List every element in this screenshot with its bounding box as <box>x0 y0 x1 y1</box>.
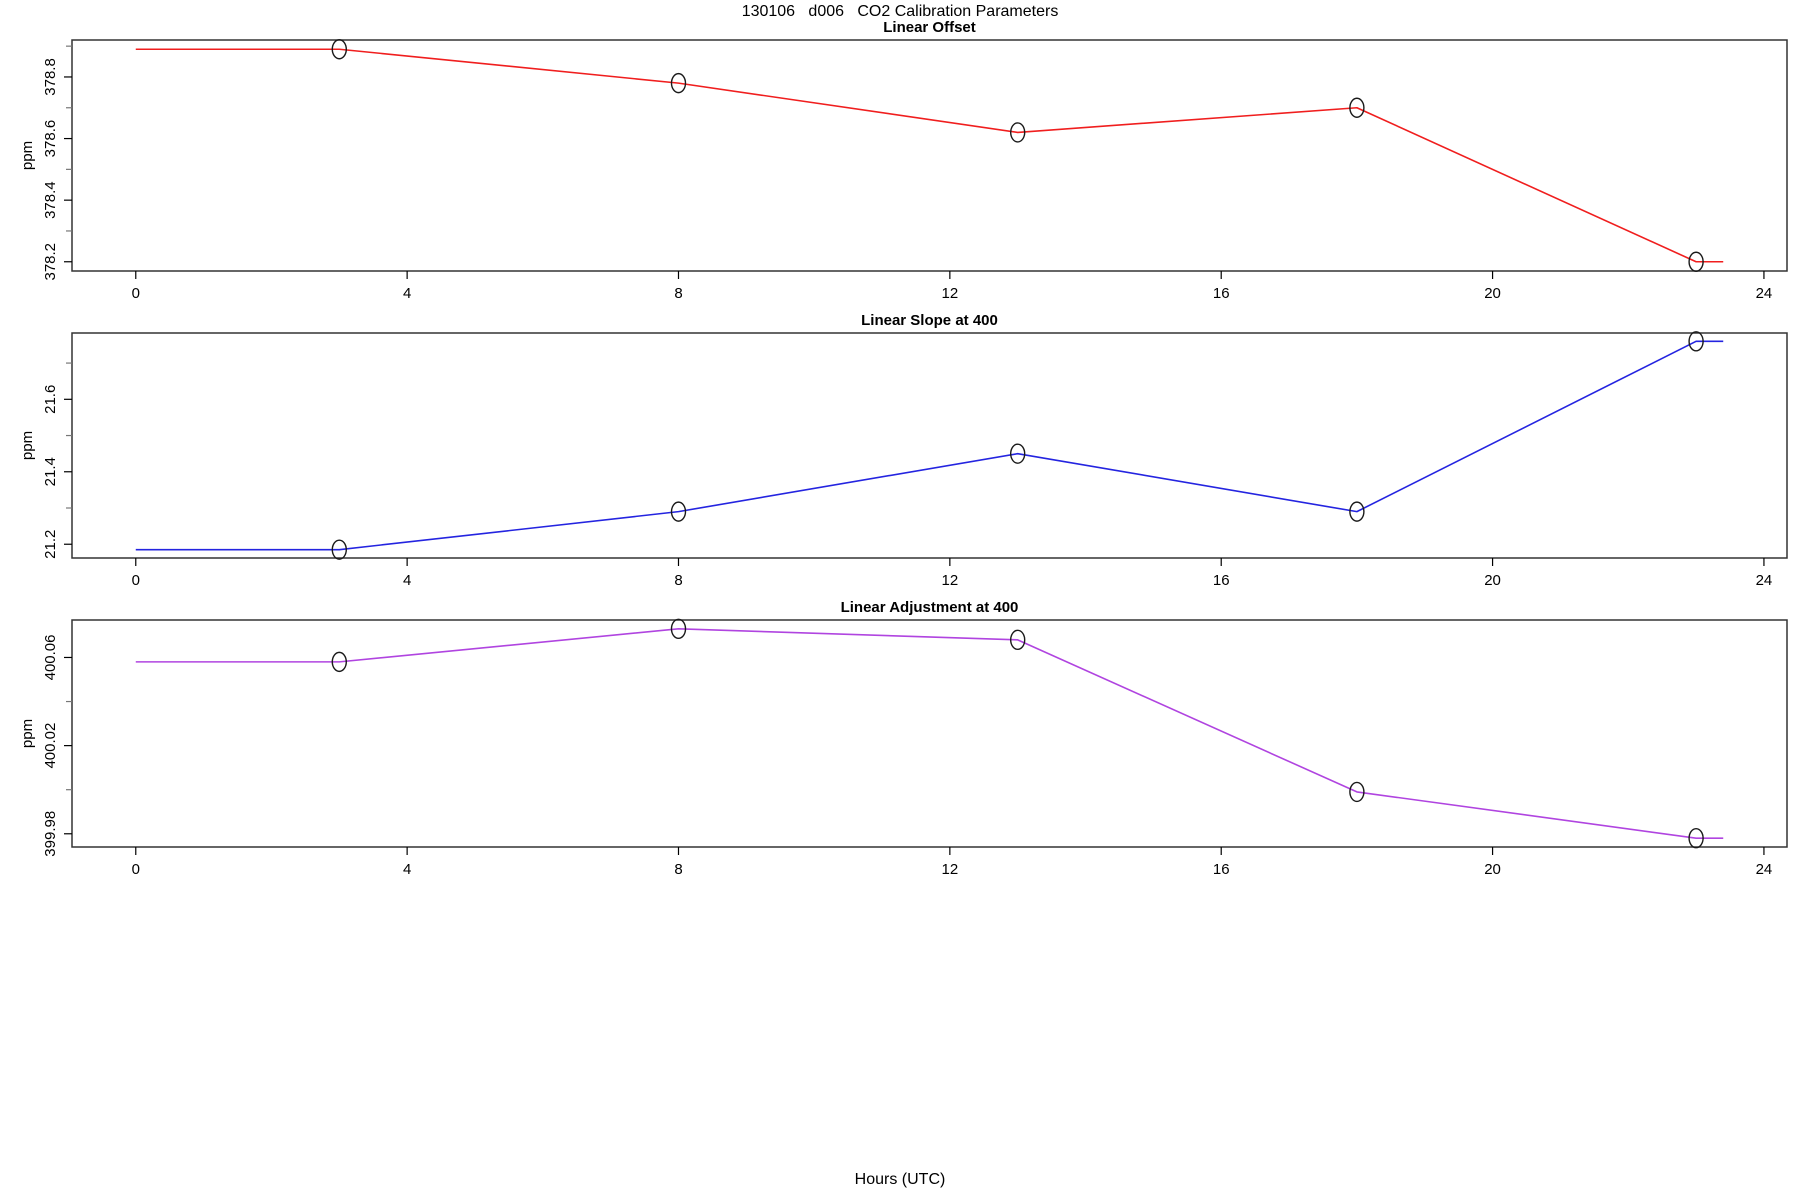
y-tick-label: 378.2 <box>42 243 59 281</box>
panel-title: Linear Slope at 400 <box>861 312 998 329</box>
x-tick-label: 4 <box>403 285 411 302</box>
data-point-marker <box>1349 781 1365 803</box>
x-tick-label: 16 <box>1213 285 1230 302</box>
data-point-marker <box>331 39 347 60</box>
y-tick-label: 378.8 <box>42 58 59 96</box>
data-point-marker <box>1009 629 1026 651</box>
x-tick-label: 8 <box>674 572 682 589</box>
y-tick-label: 400.02 <box>42 723 59 769</box>
data-point-marker <box>670 72 687 94</box>
y-tick-label: 378.4 <box>42 181 59 219</box>
data-point-marker <box>1688 827 1704 849</box>
x-tick-label: 20 <box>1484 572 1501 589</box>
data-point-marker <box>331 651 347 673</box>
data-point-marker <box>1688 331 1704 352</box>
data-point-marker <box>331 539 347 560</box>
data-line <box>135 48 1724 263</box>
data-point-marker <box>1688 251 1704 272</box>
data-line <box>135 340 1724 551</box>
data-point-marker <box>670 618 687 640</box>
y-tick-label: 21.6 <box>42 385 59 414</box>
y-tick-label: 400.06 <box>42 635 59 681</box>
figure-title: 130106 d006 CO2 Calibration Parameters <box>741 3 1059 20</box>
x-tick-label: 16 <box>1213 861 1230 878</box>
x-tick-label: 0 <box>132 572 140 589</box>
plot-box <box>71 332 1788 559</box>
x-tick-label: 8 <box>674 861 682 878</box>
y-tick-label: 21.4 <box>42 457 59 486</box>
data-point-marker <box>670 501 687 522</box>
x-tick-label: 24 <box>1756 861 1773 878</box>
data-point-marker <box>1009 443 1026 464</box>
x-tick-label: 24 <box>1756 572 1773 589</box>
x-tick-label: 24 <box>1756 285 1773 302</box>
y-tick-label: 378.6 <box>42 120 59 158</box>
y-tick-label: 21.2 <box>42 530 59 559</box>
y-tick-label: 399.98 <box>42 811 59 857</box>
panel-title: Linear Adjustment at 400 <box>841 599 1019 616</box>
x-axis-label: Hours (UTC) <box>854 1171 946 1188</box>
data-point-marker <box>1009 122 1026 143</box>
x-tick-label: 12 <box>942 285 959 302</box>
y-axis-label: ppm <box>19 141 36 170</box>
y-axis-label: ppm <box>19 719 36 748</box>
plot-box <box>71 39 1788 272</box>
y-axis-label: ppm <box>19 431 36 460</box>
panel-title: Linear Offset <box>883 19 976 36</box>
x-tick-label: 20 <box>1484 285 1501 302</box>
data-line <box>135 628 1724 839</box>
x-tick-label: 8 <box>674 285 682 302</box>
data-point-marker <box>1349 97 1365 118</box>
data-point-marker <box>1349 501 1365 522</box>
x-tick-label: 12 <box>942 861 959 878</box>
x-tick-label: 0 <box>132 285 140 302</box>
x-tick-label: 0 <box>132 861 140 878</box>
x-tick-label: 4 <box>403 861 411 878</box>
x-tick-label: 20 <box>1484 861 1501 878</box>
x-tick-label: 4 <box>403 572 411 589</box>
x-tick-label: 12 <box>942 572 959 589</box>
plot-box <box>71 619 1788 848</box>
x-tick-label: 16 <box>1213 572 1230 589</box>
